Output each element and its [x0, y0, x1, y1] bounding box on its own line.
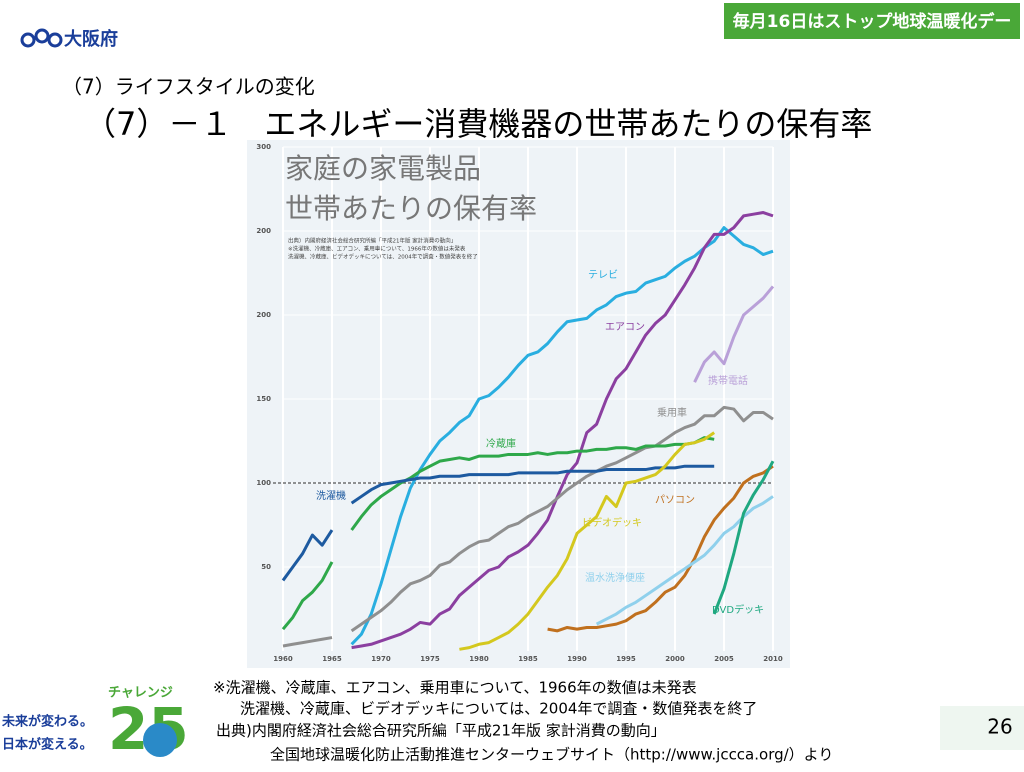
page-number: 26: [987, 715, 1012, 739]
x-tick-label: 1990: [567, 655, 587, 663]
series-line: [547, 464, 774, 633]
logo-globe: [143, 723, 177, 757]
org-name: 大阪府: [64, 28, 118, 50]
series-line: [693, 285, 775, 383]
slide-title: （7）－１ エネルギー消費機器の世帯あたりの保有率: [84, 105, 872, 143]
source-note: 出典）内閣府経済社会総合研究所編「平成21年版 家計消費の動向」: [288, 237, 456, 245]
series-label: エアコン: [605, 322, 645, 333]
y-tick-label: 200: [256, 311, 271, 319]
x-tick-label: 2010: [763, 655, 783, 663]
source-note: 洗濯機、冷蔵庫、ビデオデッキについては、2004年で調査・数値発表を終了: [288, 253, 478, 261]
logo-title: チャレンジ: [108, 686, 173, 701]
series-line: [351, 211, 774, 650]
slogan: 未来が変わる。: [1, 714, 93, 730]
banner: [724, 3, 1020, 39]
y-tick-label: 100: [256, 479, 271, 487]
y-tick-label: 150: [256, 395, 271, 403]
footnote: 出典)内閣府経済社会総合研究所編「平成21年版 家計消費の動向」: [216, 722, 666, 740]
x-tick-label: 2005: [714, 655, 734, 663]
x-tick-label: 1975: [420, 655, 440, 663]
x-tick-label: 1965: [322, 655, 342, 663]
series-label: DVDデッキ: [712, 603, 764, 616]
source-note: ※洗濯機、冷蔵庫、エアコン、乗用車について、1966年の数値は未発表: [288, 245, 466, 253]
page-box: [940, 706, 1024, 750]
series-label: 乗用車: [657, 406, 687, 419]
series-label: 携帯電話: [708, 374, 748, 387]
x-tick-label: 1960: [273, 655, 293, 663]
series-label: 冷蔵庫: [486, 437, 516, 450]
logo-mark: [47, 32, 63, 48]
series-label: ビデオデッキ: [582, 516, 642, 529]
section: （7）ライフスタイルの変化: [62, 75, 315, 99]
series-line: [712, 460, 775, 615]
chart-title: 世帯あたりの保有率: [285, 192, 537, 225]
footnote: 全国地球温暖化防止活動推進センターウェブサイト（http://www.jccca…: [270, 746, 833, 764]
series-line: [281, 464, 715, 582]
series-label: テレビ: [588, 269, 618, 281]
chart-bg: [247, 140, 790, 668]
x-tick-label: 1970: [371, 655, 391, 663]
org-logo: 大阪府: [20, 28, 118, 50]
footnote: 洗濯機、冷蔵庫、ビデオデッキについては、2004年で調査・数値発表を終了: [240, 700, 757, 718]
series-label: 洗濯機: [316, 489, 346, 502]
banner-text: 毎月16日はストップ地球温暖化デー: [733, 11, 1012, 32]
y-tick-label: 300: [256, 143, 271, 151]
logo-mark: [20, 32, 36, 48]
logo-mark: [34, 28, 50, 44]
x-tick-label: 1985: [518, 655, 538, 663]
y-tick-label: 200: [256, 227, 271, 235]
chart: 1960 1965 1970 1975 1980 1985 1990 1995 2000 2005…: [256, 143, 782, 663]
series-label: 温水洗浄便座: [585, 571, 645, 584]
chart-title: 家庭の家電製品: [285, 152, 481, 185]
series-line: [459, 431, 716, 651]
footnote: ※洗濯機、冷蔵庫、エアコン、乗用車について、1966年の数値は未発表: [213, 679, 697, 697]
series-line: [281, 436, 715, 631]
y-tick-label: 50: [261, 563, 271, 571]
x-tick-label: 1995: [616, 655, 636, 663]
slogan: 日本が変える。: [2, 737, 93, 753]
series-line: [282, 405, 774, 648]
x-tick-label: 1980: [469, 655, 489, 663]
x-tick-label: 2000: [665, 655, 685, 663]
series-label: パソコン: [655, 494, 695, 506]
